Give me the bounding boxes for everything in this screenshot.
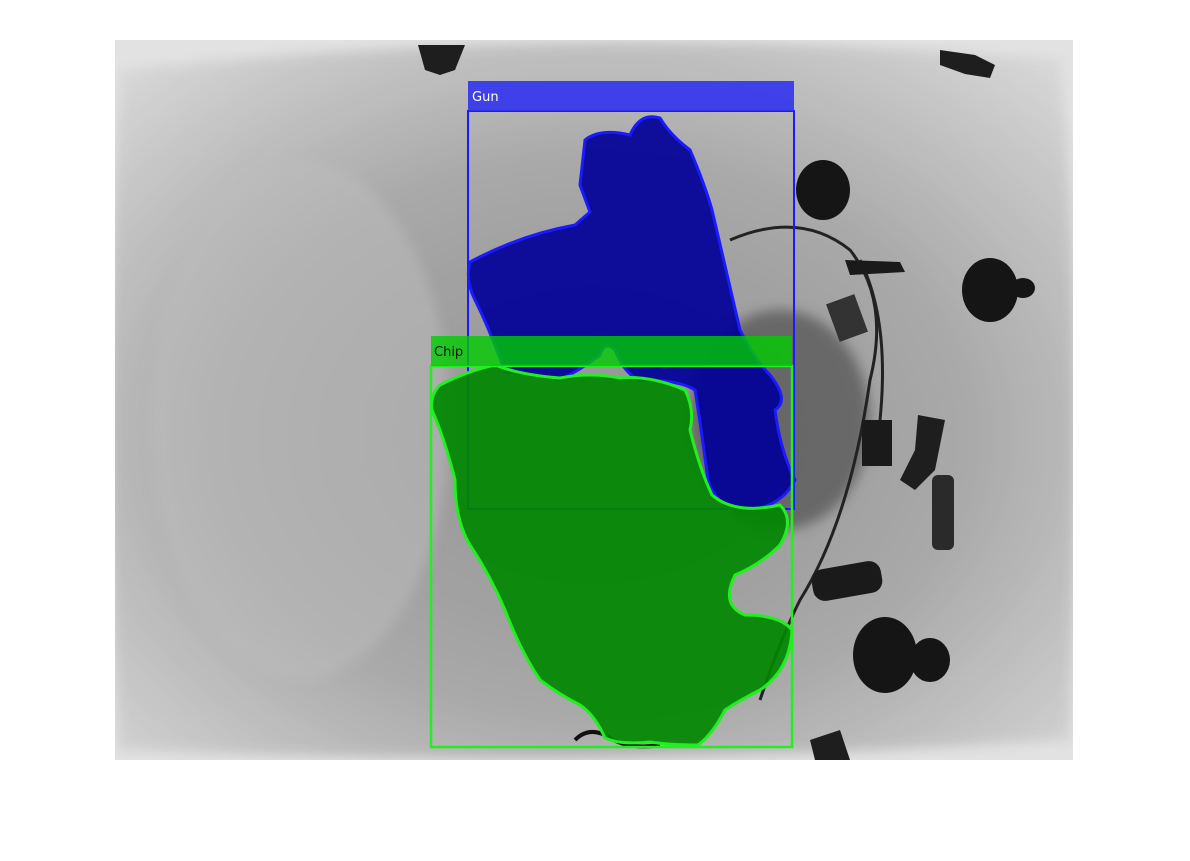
cylinder-object — [932, 475, 954, 550]
gun-label: Gun — [472, 90, 499, 105]
clip-object-top — [418, 45, 465, 75]
round-object-5 — [910, 638, 950, 682]
gun-label-background — [468, 81, 794, 111]
chip-label-background — [431, 336, 792, 366]
round-object-1 — [796, 160, 850, 220]
plug-object-1 — [826, 294, 868, 342]
cable-2 — [858, 259, 884, 421]
round-object-2 — [962, 258, 1018, 322]
detection-chip[interactable]: Chip — [429, 336, 794, 749]
clip-object-bottom — [810, 730, 850, 760]
chip-label: Chip — [434, 345, 463, 360]
plug-object-2 — [862, 420, 892, 466]
connector-object-top-right — [940, 50, 995, 78]
bracket-object — [845, 260, 905, 275]
left-shade-region — [150, 160, 450, 680]
chip-mask — [430, 363, 794, 747]
round-object-4 — [853, 617, 917, 693]
round-object-3 — [1011, 278, 1035, 298]
detection-gun[interactable]: Gun — [466, 81, 797, 512]
usb-object — [811, 561, 883, 601]
key-object — [900, 415, 945, 490]
